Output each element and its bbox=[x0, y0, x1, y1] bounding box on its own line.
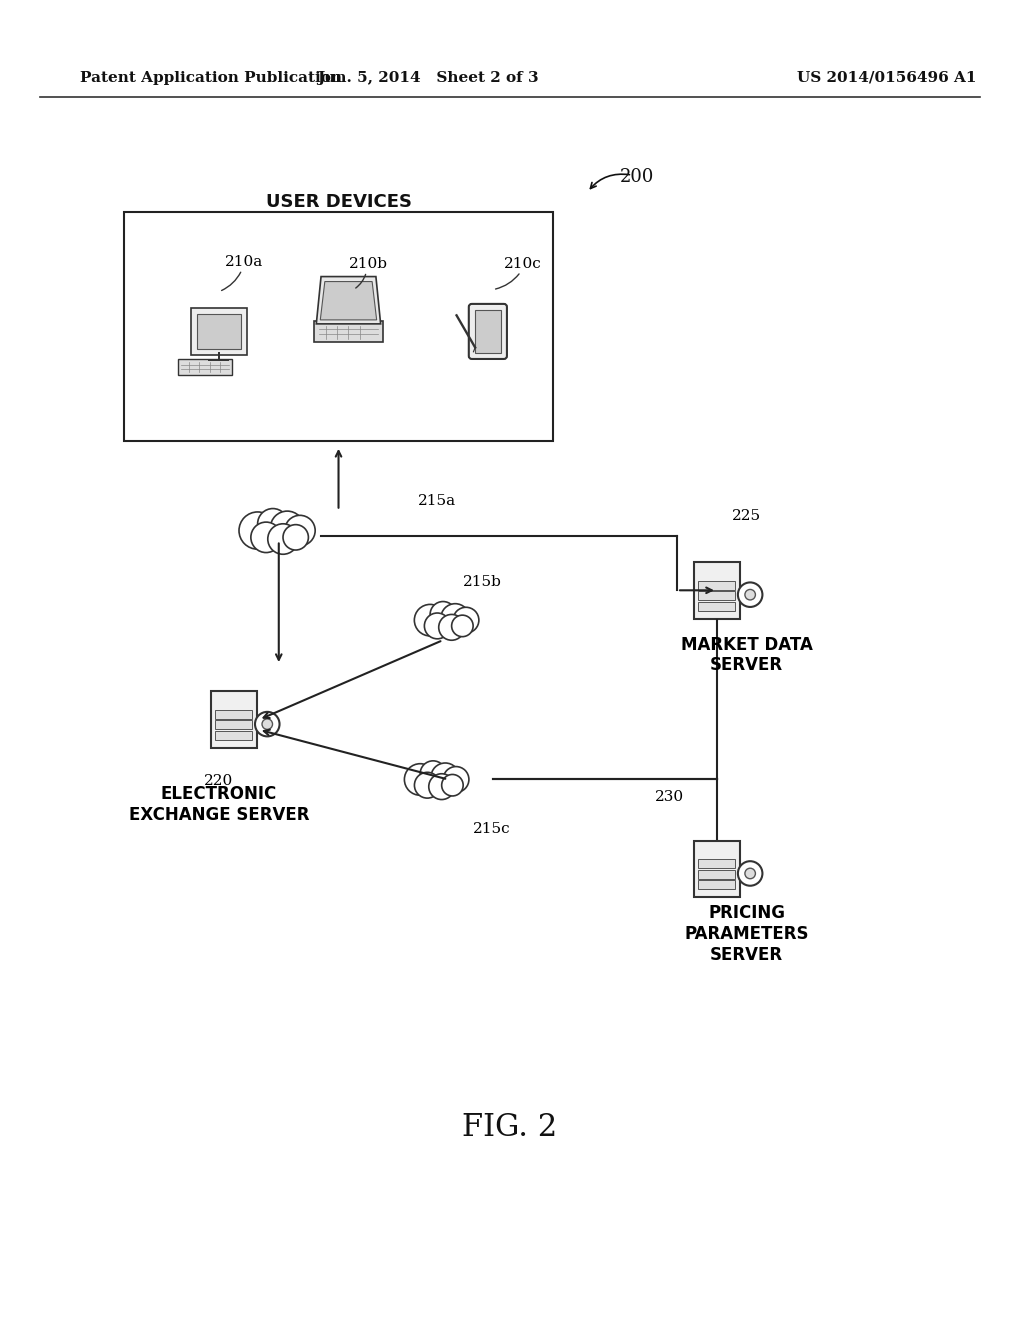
Circle shape bbox=[443, 767, 469, 792]
Text: 215b: 215b bbox=[463, 576, 502, 589]
Text: 215a: 215a bbox=[418, 494, 457, 508]
FancyBboxPatch shape bbox=[698, 880, 735, 890]
FancyBboxPatch shape bbox=[698, 859, 735, 869]
Circle shape bbox=[415, 605, 445, 636]
Text: 230: 230 bbox=[654, 791, 684, 804]
Circle shape bbox=[429, 774, 455, 800]
Text: 210b: 210b bbox=[349, 256, 388, 271]
Circle shape bbox=[424, 612, 451, 639]
Circle shape bbox=[452, 615, 473, 636]
Circle shape bbox=[744, 590, 756, 601]
Circle shape bbox=[285, 515, 315, 545]
Circle shape bbox=[441, 775, 463, 796]
Text: Jun. 5, 2014   Sheet 2 of 3: Jun. 5, 2014 Sheet 2 of 3 bbox=[317, 70, 539, 84]
FancyBboxPatch shape bbox=[125, 213, 553, 441]
Text: 210a: 210a bbox=[225, 255, 263, 269]
FancyBboxPatch shape bbox=[314, 321, 383, 342]
Text: USER DEVICES: USER DEVICES bbox=[265, 193, 412, 211]
FancyBboxPatch shape bbox=[215, 710, 253, 719]
FancyBboxPatch shape bbox=[698, 591, 735, 601]
FancyBboxPatch shape bbox=[211, 692, 257, 748]
Text: 220: 220 bbox=[205, 775, 233, 788]
Circle shape bbox=[283, 524, 308, 550]
FancyBboxPatch shape bbox=[698, 602, 735, 611]
Text: 200: 200 bbox=[620, 168, 654, 186]
FancyBboxPatch shape bbox=[698, 581, 735, 590]
Circle shape bbox=[431, 763, 460, 792]
FancyBboxPatch shape bbox=[475, 310, 501, 352]
Circle shape bbox=[268, 524, 298, 554]
FancyBboxPatch shape bbox=[215, 721, 253, 730]
Circle shape bbox=[270, 511, 304, 545]
Circle shape bbox=[239, 512, 276, 549]
Polygon shape bbox=[316, 277, 381, 323]
Circle shape bbox=[738, 861, 763, 886]
FancyBboxPatch shape bbox=[215, 731, 253, 741]
FancyBboxPatch shape bbox=[694, 562, 740, 619]
Circle shape bbox=[441, 603, 470, 632]
Circle shape bbox=[404, 764, 436, 795]
Text: MARKET DATA
SERVER: MARKET DATA SERVER bbox=[681, 636, 813, 675]
Text: Patent Application Publication: Patent Application Publication bbox=[80, 70, 342, 84]
Circle shape bbox=[738, 582, 763, 607]
Circle shape bbox=[415, 772, 440, 799]
Circle shape bbox=[438, 614, 465, 640]
Circle shape bbox=[453, 607, 479, 634]
FancyBboxPatch shape bbox=[190, 308, 247, 355]
Text: 215c: 215c bbox=[473, 822, 511, 837]
Text: PRICING
PARAMETERS
SERVER: PRICING PARAMETERS SERVER bbox=[684, 904, 809, 964]
Circle shape bbox=[430, 602, 456, 627]
Text: ELECTRONIC
EXCHANGE SERVER: ELECTRONIC EXCHANGE SERVER bbox=[129, 785, 309, 824]
Text: 210c: 210c bbox=[504, 256, 542, 271]
Text: US 2014/0156496 A1: US 2014/0156496 A1 bbox=[797, 70, 976, 84]
Circle shape bbox=[255, 711, 280, 737]
Circle shape bbox=[262, 719, 272, 730]
Text: FIG. 2: FIG. 2 bbox=[462, 1113, 557, 1143]
Circle shape bbox=[258, 508, 288, 539]
FancyBboxPatch shape bbox=[197, 314, 241, 348]
Polygon shape bbox=[321, 281, 377, 319]
Circle shape bbox=[420, 760, 446, 787]
FancyBboxPatch shape bbox=[469, 304, 507, 359]
Circle shape bbox=[744, 869, 756, 879]
Circle shape bbox=[251, 523, 282, 553]
FancyBboxPatch shape bbox=[177, 359, 231, 375]
FancyBboxPatch shape bbox=[698, 870, 735, 879]
FancyBboxPatch shape bbox=[694, 841, 740, 898]
Text: 225: 225 bbox=[732, 508, 761, 523]
